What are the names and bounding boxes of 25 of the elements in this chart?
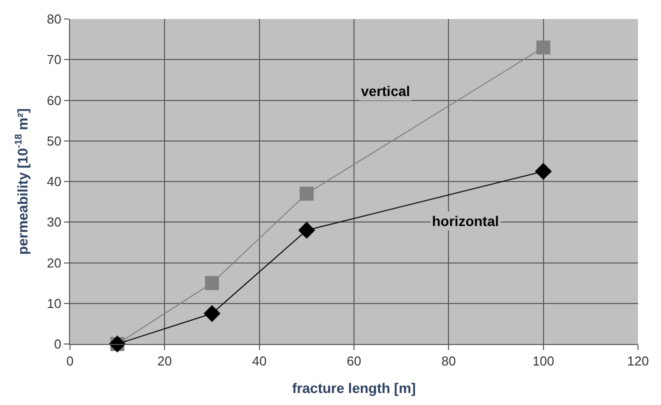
x-tick-label: 60 bbox=[346, 354, 362, 369]
y-tick-label: 70 bbox=[46, 52, 62, 68]
y-tick-label: 10 bbox=[46, 296, 62, 311]
y-tick-label: 20 bbox=[46, 255, 62, 270]
x-tick-label: 0 bbox=[66, 354, 74, 369]
x-tick-label: 80 bbox=[441, 354, 456, 369]
x-tick-label: 120 bbox=[627, 354, 649, 369]
y-tick-label: 60 bbox=[46, 92, 62, 108]
series-label: horizontal bbox=[432, 213, 499, 229]
x-tick-label: 20 bbox=[157, 354, 172, 369]
y-tick-label: 50 bbox=[46, 133, 62, 148]
x-tick-label: 40 bbox=[252, 354, 267, 369]
series-label: vertical bbox=[361, 83, 410, 99]
point bbox=[534, 162, 552, 180]
x-tick-label: 100 bbox=[532, 354, 554, 369]
point bbox=[300, 186, 314, 201]
y-tick-label: 80 bbox=[46, 12, 62, 27]
point bbox=[205, 276, 219, 290]
y-tick-label: 40 bbox=[46, 174, 62, 190]
y-tick-label: 0 bbox=[54, 336, 62, 352]
point bbox=[298, 222, 316, 239]
y-tick-label: 30 bbox=[46, 214, 62, 230]
point bbox=[536, 40, 550, 54]
point bbox=[204, 305, 220, 322]
x-axis-title: fracture length [m] bbox=[292, 380, 416, 396]
